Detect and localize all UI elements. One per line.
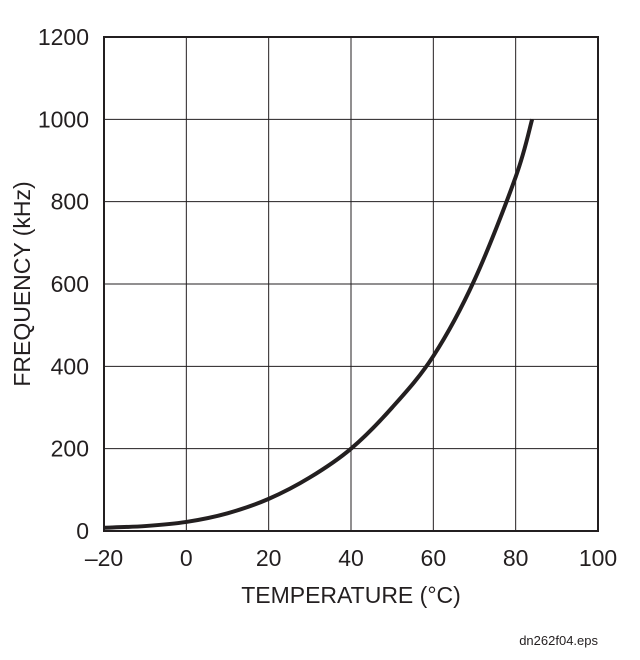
y-tick-label-0: 0 xyxy=(76,518,89,544)
y-tick-label-3: 600 xyxy=(51,271,89,297)
x-tick-label-2: 20 xyxy=(256,545,282,571)
x-tick-label-4: 60 xyxy=(421,545,447,571)
grid xyxy=(104,37,598,531)
plot-frame xyxy=(103,36,599,532)
x-tick-label-1: 0 xyxy=(180,545,193,571)
x-tick-label-0: –20 xyxy=(85,545,123,571)
x-tick-label-3: 40 xyxy=(338,545,364,571)
x-tick-labels: –20 0 20 40 60 80 100 xyxy=(85,545,617,571)
x-tick-label-6: 100 xyxy=(579,545,617,571)
y-tick-label-5: 1000 xyxy=(38,106,89,132)
y-tick-label-6: 1200 xyxy=(38,24,89,50)
series-layer xyxy=(103,118,535,530)
series-line-0 xyxy=(103,118,535,530)
x-axis-title: TEMPERATURE (°C) xyxy=(241,582,461,608)
y-axis-title: FREQUENCY (kHz) xyxy=(9,181,35,386)
y-tick-label-1: 200 xyxy=(51,436,89,462)
x-tick-label-5: 80 xyxy=(503,545,529,571)
y-tick-label-4: 800 xyxy=(51,189,89,215)
figure-filename: dn262f04.eps xyxy=(519,633,598,648)
y-tick-labels: 0 200 400 600 800 1000 1200 xyxy=(38,24,89,544)
y-tick-label-2: 400 xyxy=(51,353,89,379)
